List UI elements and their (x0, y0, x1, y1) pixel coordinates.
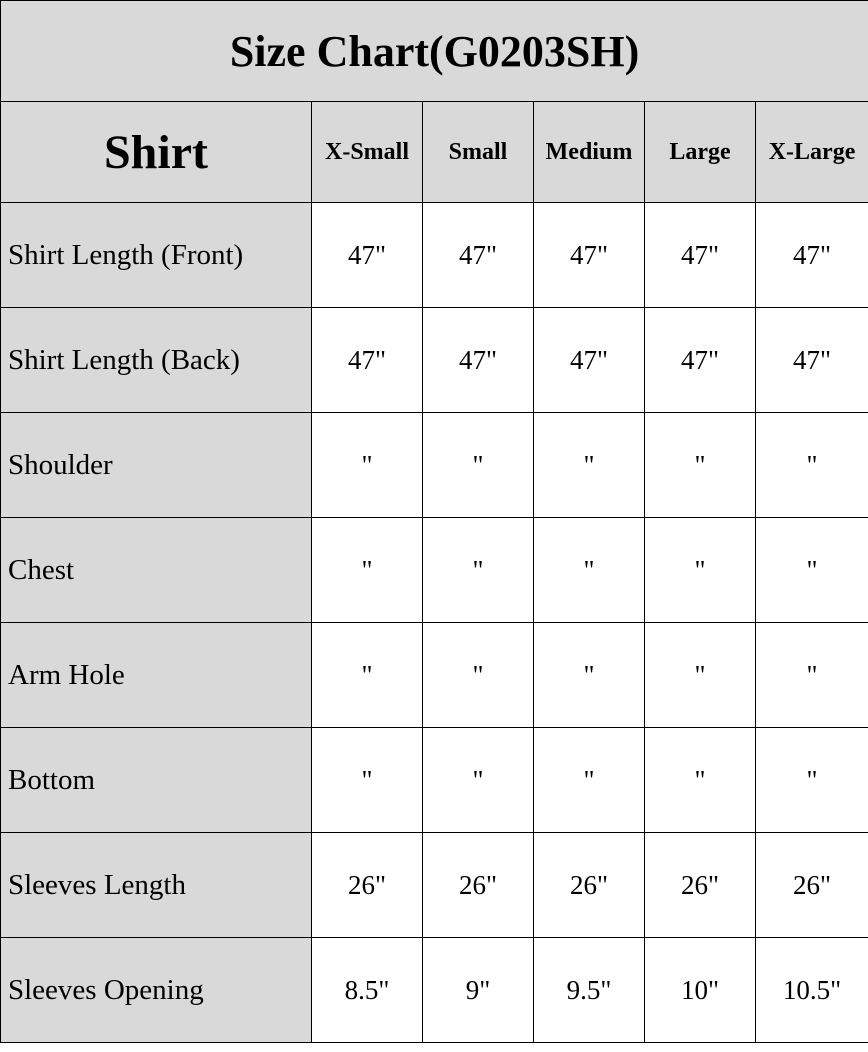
measurement-cell: " (754, 622, 868, 728)
measurement-cell: 10.5" (754, 937, 868, 1043)
size-header: X-Large (754, 101, 868, 203)
measurement-cell: " (422, 517, 534, 623)
measurement-cell: " (311, 622, 423, 728)
measurement-cell: 47" (311, 307, 423, 413)
measurement-cell: " (533, 622, 645, 728)
measurement-cell: 9.5" (533, 937, 645, 1043)
table-row: Arm Hole " " " " " (0, 622, 868, 728)
size-header: Medium (533, 101, 645, 203)
measurement-cell: " (422, 727, 534, 833)
table-row: Chest " " " " " (0, 517, 868, 623)
measurement-cell: 10" (644, 937, 756, 1043)
measurement-cell: 47" (644, 307, 756, 413)
table-row: Sleeves Opening 8.5" 9" 9.5" 10" 10.5" (0, 937, 868, 1043)
row-label: Bottom (0, 727, 312, 833)
measurement-cell: 26" (754, 832, 868, 938)
measurement-cell: " (533, 412, 645, 518)
measurement-cell: " (644, 727, 756, 833)
row-label: Sleeves Opening (0, 937, 312, 1043)
measurement-cell: 47" (754, 202, 868, 308)
chart-title: Size Chart(G0203SH) (0, 0, 868, 102)
row-label: Shoulder (0, 412, 312, 518)
row-label: Sleeves Length (0, 832, 312, 938)
measurement-cell: 47" (754, 307, 868, 413)
measurement-cell: 8.5" (311, 937, 423, 1043)
measurement-cell: " (644, 412, 756, 518)
measurement-cell: " (754, 727, 868, 833)
measurement-cell: 47" (422, 202, 534, 308)
measurement-cell: " (311, 412, 423, 518)
row-label: Shirt Length (Back) (0, 307, 312, 413)
table-row: Shoulder " " " " " (0, 412, 868, 518)
measurement-cell: " (754, 517, 868, 623)
measurement-cell: 26" (311, 832, 423, 938)
measurement-cell: " (311, 727, 423, 833)
measurement-cell: " (533, 517, 645, 623)
row-label: Shirt Length (Front) (0, 202, 312, 308)
measurement-cell: " (311, 517, 423, 623)
table-row: Bottom " " " " " (0, 727, 868, 833)
section-header: Shirt (0, 101, 312, 203)
measurement-cell: 26" (533, 832, 645, 938)
table-row: Sleeves Length 26" 26" 26" 26" 26" (0, 832, 868, 938)
measurement-cell: " (644, 622, 756, 728)
measurement-cell: 47" (644, 202, 756, 308)
measurement-cell: " (422, 412, 534, 518)
row-label: Arm Hole (0, 622, 312, 728)
table-row: Shirt Length (Back) 47" 47" 47" 47" 47" (0, 307, 868, 413)
size-header: X-Small (311, 101, 423, 203)
table-row: Shirt Length (Front) 47" 47" 47" 47" 47" (0, 202, 868, 308)
measurement-cell: " (422, 622, 534, 728)
measurement-cell: 26" (422, 832, 534, 938)
measurement-cell: " (533, 727, 645, 833)
measurement-cell: 47" (533, 307, 645, 413)
measurement-cell: 47" (422, 307, 534, 413)
size-header: Large (644, 101, 756, 203)
measurement-cell: " (644, 517, 756, 623)
size-header: Small (422, 101, 534, 203)
measurement-cell: 26" (644, 832, 756, 938)
row-label: Chest (0, 517, 312, 623)
measurement-cell: " (754, 412, 868, 518)
measurement-cell: 9" (422, 937, 534, 1043)
measurement-cell: 47" (311, 202, 423, 308)
measurement-cell: 47" (533, 202, 645, 308)
